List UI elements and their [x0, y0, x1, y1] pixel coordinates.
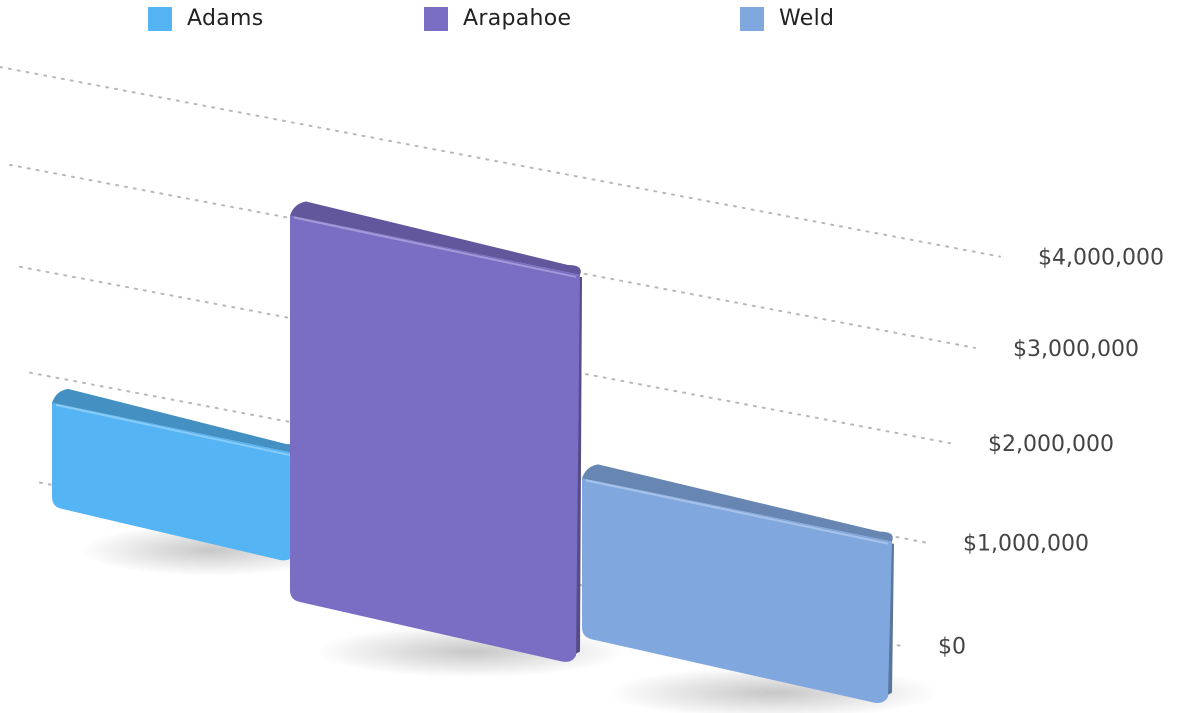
- bar-highlight-2: [585, 479, 889, 545]
- bar-weld: [582, 464, 894, 704]
- legend-item-arapahoe: Arapahoe: [424, 6, 571, 31]
- bar-highlight-1: [293, 216, 577, 278]
- legend-item-weld: Weld: [740, 6, 834, 31]
- legend-label-weld: Weld: [779, 6, 835, 31]
- bar-front-2: [582, 478, 892, 704]
- bar-arapahoe: [290, 201, 582, 662]
- bar-highlight-0: [55, 403, 295, 457]
- bar-front-0: [52, 402, 298, 561]
- legend-swatch-weld: [740, 6, 764, 31]
- bar-top-2: [582, 464, 893, 542]
- legend: Adams Arapahoe Weld: [0, 2, 1183, 38]
- gridline-4: [0, 66, 1001, 258]
- bar-front-1: [290, 215, 580, 662]
- legend-label-arapahoe: Arapahoe: [463, 6, 572, 31]
- legend-swatch-arapahoe: [424, 6, 448, 31]
- y-tick-label-4: $4,000,000: [1038, 246, 1164, 271]
- y-tick-labels: $0 $1,000,000 $2,000,000 $3,000,000 $4,000,0…: [938, 246, 1164, 660]
- y-tick-label-2: $2,000,000: [988, 432, 1114, 457]
- gridline-3: [9, 163, 976, 349]
- legend-swatch-adams: [148, 6, 172, 31]
- bar-adams: [52, 388, 300, 561]
- legend-item-adams: Adams: [148, 6, 264, 31]
- legend-label-adams: Adams: [187, 6, 264, 31]
- bar-shadows: [80, 523, 940, 713]
- bar-top-1: [290, 201, 581, 275]
- y-tick-label-0: $0: [938, 635, 966, 660]
- bar-top-0: [52, 388, 299, 454]
- bars: [52, 201, 894, 704]
- y-tick-label-1: $1,000,000: [963, 531, 1089, 556]
- y-tick-label-3: $3,000,000: [1013, 337, 1139, 362]
